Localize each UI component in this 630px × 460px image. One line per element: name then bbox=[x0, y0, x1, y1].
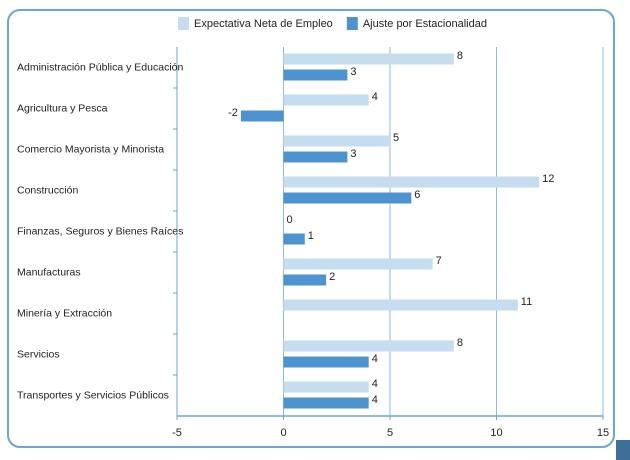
value-label: 1 bbox=[308, 230, 314, 242]
category-label: Manufacturas bbox=[17, 266, 81, 278]
category-label: Agricultura y Pesca bbox=[17, 102, 108, 114]
value-label: 3 bbox=[350, 148, 356, 160]
corner-icon bbox=[616, 440, 630, 460]
value-label: 5 bbox=[393, 132, 399, 144]
category-label: Comercio Mayorista y Minorista bbox=[17, 143, 164, 155]
legend-label: Expectativa Neta de Empleo bbox=[194, 18, 333, 30]
value-label: 4 bbox=[372, 394, 378, 406]
bar bbox=[283, 340, 454, 352]
legend-swatch bbox=[346, 17, 358, 30]
bar bbox=[283, 356, 369, 368]
bar bbox=[283, 258, 433, 270]
x-tick-label: 10 bbox=[490, 427, 502, 439]
value-label: 7 bbox=[436, 255, 442, 267]
x-tick-label: 0 bbox=[280, 427, 286, 439]
bar bbox=[283, 192, 412, 204]
value-label: 0 bbox=[287, 214, 293, 226]
value-label: 11 bbox=[521, 296, 532, 308]
bar bbox=[283, 299, 518, 311]
bar bbox=[283, 381, 369, 393]
x-tick-label: 5 bbox=[387, 427, 393, 439]
bar bbox=[283, 135, 390, 147]
category-label: Administración Pública y Educación bbox=[17, 61, 183, 73]
value-label: 3 bbox=[350, 66, 356, 78]
legend-swatch bbox=[178, 17, 189, 30]
value-label: 4 bbox=[372, 378, 378, 390]
category-label: Minería y Extracción bbox=[17, 307, 112, 319]
value-label: 8 bbox=[457, 337, 463, 349]
bar bbox=[283, 53, 454, 65]
value-label: 12 bbox=[542, 173, 554, 185]
value-label: 4 bbox=[372, 91, 378, 103]
bar bbox=[283, 397, 369, 409]
x-tick-label: 15 bbox=[597, 427, 609, 439]
value-label: 4 bbox=[372, 353, 378, 365]
frame bbox=[7, 9, 615, 448]
legend-label: Ajuste por Estacionalidad bbox=[363, 18, 487, 30]
category-label: Finanzas, Seguros y Bienes Raíces bbox=[17, 225, 183, 237]
x-tick-label: -5 bbox=[172, 427, 182, 439]
value-label: 8 bbox=[457, 50, 463, 62]
bar bbox=[283, 69, 348, 81]
bar bbox=[283, 233, 305, 245]
value-label: -2 bbox=[228, 107, 238, 119]
category-label: Transportes y Servicios Públicos bbox=[17, 389, 169, 401]
bar bbox=[283, 274, 327, 286]
bar bbox=[240, 110, 284, 122]
value-label: 6 bbox=[414, 189, 420, 201]
value-label: 2 bbox=[329, 271, 335, 283]
category-label: Servicios bbox=[17, 348, 60, 360]
bar bbox=[283, 151, 348, 163]
bar bbox=[283, 94, 369, 106]
category-label: Construcción bbox=[17, 184, 78, 196]
bar bbox=[283, 176, 540, 188]
